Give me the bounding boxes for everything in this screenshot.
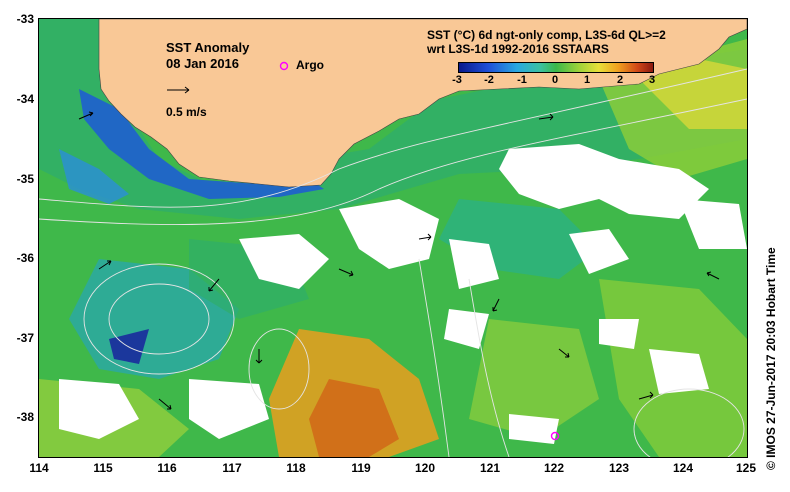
latitude-label: -38 (16, 410, 34, 424)
longitude-label: 115 (93, 461, 113, 475)
longitude-label: 118 (286, 461, 306, 475)
map-title: SST Anomaly (166, 40, 250, 55)
longitude-label: 122 (543, 461, 565, 475)
sst-colorbar (458, 62, 654, 73)
argo-legend-label: Argo (296, 58, 324, 72)
latitude-label: -36 (16, 251, 34, 265)
latitude-label: -35 (16, 172, 34, 186)
argo-markers (279, 61, 560, 441)
colorbar-tick: -3 (452, 74, 462, 86)
sst-map (38, 18, 748, 458)
ssh-contours (39, 68, 747, 457)
map-date: 08 Jan 2016 (166, 56, 240, 71)
argo-float-marker (550, 431, 560, 441)
credit-text: © IMOS 27-Jun-2017 20:03 Hobart Time (764, 247, 778, 470)
vector-scale-label: 0.5 m/s (166, 105, 207, 119)
longitude-label: 117 (222, 461, 242, 475)
longitude-label: 119 (351, 461, 371, 475)
colorbar-tick: 0 (551, 74, 559, 86)
product-description-line2: wrt L3S-1d 1992-2016 SSTAARS (427, 42, 609, 56)
argo-float-marker (279, 61, 289, 71)
colorbar-tick: 3 (648, 74, 656, 86)
latitude-label: -37 (16, 331, 34, 345)
vector-scale-arrow (167, 86, 190, 94)
longitude-label: 121 (479, 461, 501, 475)
longitude-label: 116 (157, 461, 177, 475)
longitude-label: 120 (414, 461, 436, 475)
latitude-label: -33 (16, 12, 34, 26)
land-mass (98, 19, 747, 188)
colorbar-tick: -2 (484, 74, 494, 86)
longitude-label: 123 (608, 461, 630, 475)
colorbar-tick: 2 (616, 74, 624, 86)
longitude-label: 125 (735, 461, 757, 475)
map-canvas (39, 19, 747, 457)
colorbar-tick: -1 (517, 74, 527, 86)
cloud-mask (59, 144, 747, 444)
current-vectors (78, 111, 720, 410)
colorbar-tick: 1 (583, 74, 591, 86)
longitude-label: 114 (29, 461, 49, 475)
longitude-label: 124 (672, 461, 694, 475)
product-description-line1: SST (°C) 6d ngt-only comp, L3S-6d QL>=2 (427, 28, 666, 42)
latitude-label: -34 (16, 92, 34, 106)
